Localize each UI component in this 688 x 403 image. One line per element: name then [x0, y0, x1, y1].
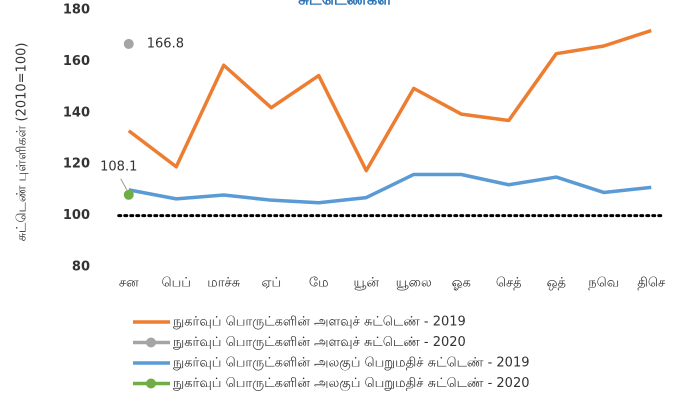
legend-marker: [146, 378, 156, 389]
legend-label: நுகர்வுப் பொருட்களின் அலகுப் பெறுமதிச் ச…: [173, 376, 530, 391]
x-tick-label: நவெ: [588, 276, 619, 291]
x-tick-label: மாச்சு: [207, 276, 240, 291]
y-tick-label: 160: [63, 54, 90, 69]
x-tick-label: யூன்: [354, 276, 380, 291]
data-point: [123, 38, 134, 49]
y-axis-label: சுட்டெண் புள்ளிகள் (2010=100): [15, 43, 30, 242]
x-tick-label: ஒத்: [547, 276, 566, 291]
legend-marker: [146, 337, 156, 348]
y-tick-label: 180: [63, 3, 90, 18]
x-tick-label: செத்: [496, 276, 522, 291]
x-tick-label: மே: [309, 276, 329, 291]
y-tick-label: 120: [63, 157, 90, 172]
y-tick-label: 80: [72, 260, 90, 275]
series-line: [128, 172, 652, 205]
leader-line: [120, 178, 128, 191]
x-tick-label: திசெ: [637, 276, 665, 291]
chart-title: சுட்டெண்கள்: [298, 0, 392, 9]
legend-label: நுகர்வுப் பொருட்களின் அளவுச் சுட்டெண் - …: [173, 315, 466, 330]
y-tick-label: 100: [63, 208, 90, 223]
x-tick-label: ஓக: [452, 276, 471, 291]
x-tick-label: யூலை: [396, 276, 432, 291]
x-tick-label: ஏப்: [261, 276, 281, 291]
series-line: [127, 28, 652, 173]
legend-label: நுகர்வுப் பொருட்களின் அளவுச் சுட்டெண் - …: [173, 335, 466, 350]
y-tick-label: 140: [63, 105, 90, 120]
x-tick-label: பெப்: [162, 276, 191, 291]
data-label: 166.8: [147, 36, 184, 51]
data-label: 108.1: [100, 159, 137, 174]
x-tick-label: சன: [119, 276, 139, 291]
legend-label: நுகர்வுப் பொருட்களின் அலகுப் பெறுமதிச் ச…: [173, 356, 530, 371]
data-point: [123, 189, 134, 200]
